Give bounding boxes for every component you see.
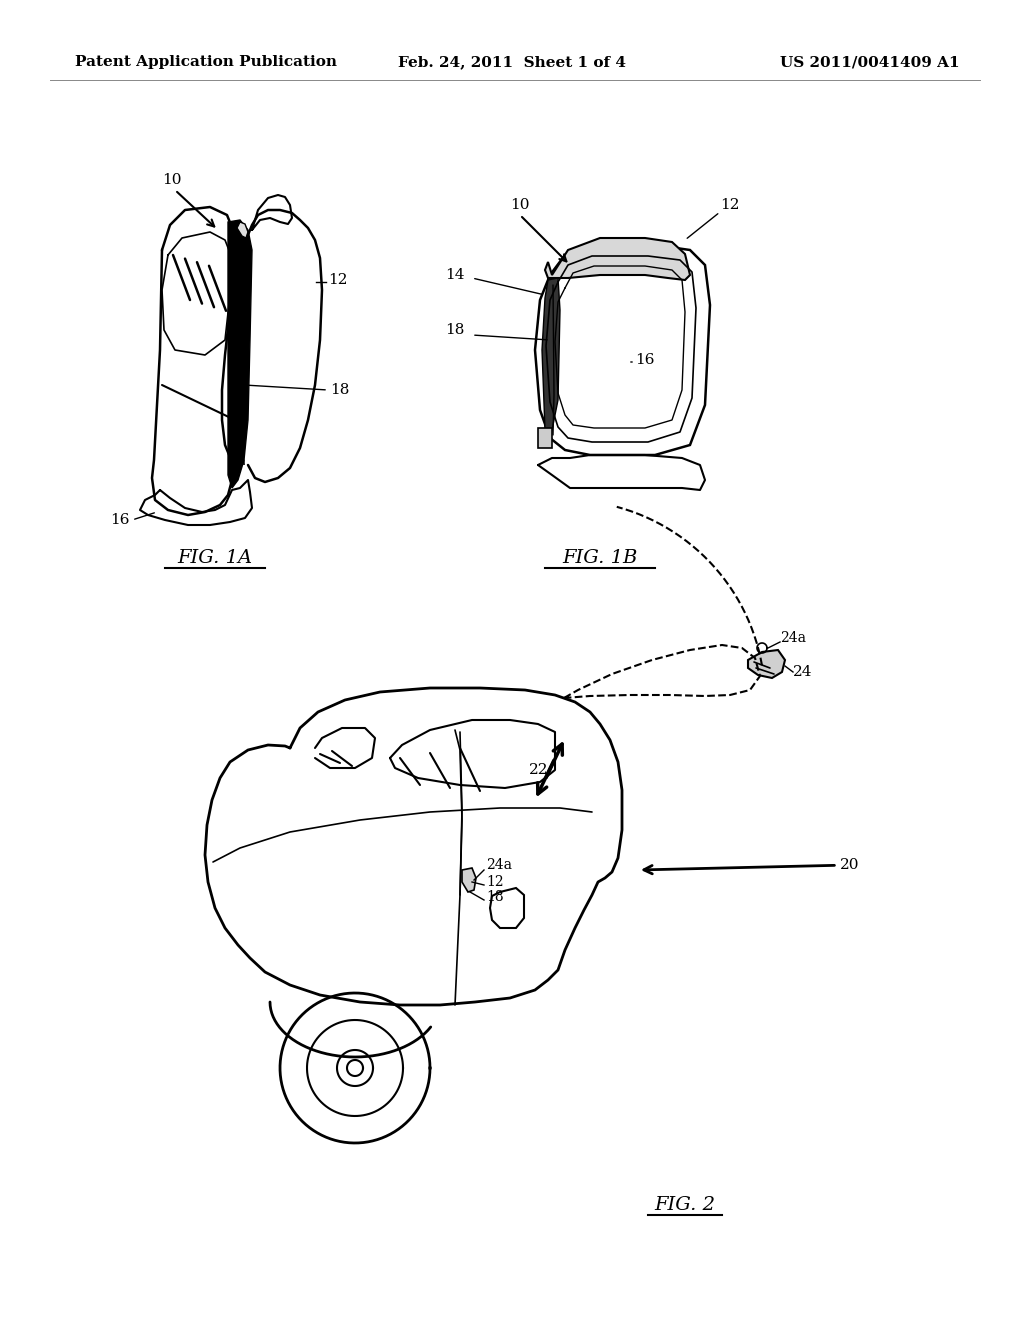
- Text: 16: 16: [635, 352, 654, 367]
- Text: Feb. 24, 2011  Sheet 1 of 4: Feb. 24, 2011 Sheet 1 of 4: [398, 55, 626, 69]
- Polygon shape: [228, 220, 252, 488]
- Text: 16: 16: [111, 513, 130, 527]
- Text: 10: 10: [510, 198, 529, 213]
- Polygon shape: [237, 222, 248, 238]
- Text: FIG. 2: FIG. 2: [654, 1196, 716, 1214]
- Text: 12: 12: [486, 875, 504, 888]
- Polygon shape: [542, 279, 560, 440]
- Text: Patent Application Publication: Patent Application Publication: [75, 55, 337, 69]
- Text: 24a: 24a: [486, 858, 512, 873]
- Polygon shape: [535, 246, 710, 455]
- Polygon shape: [545, 238, 690, 280]
- Text: 18: 18: [330, 383, 349, 397]
- Text: 18: 18: [445, 323, 464, 337]
- Text: 14: 14: [445, 268, 465, 282]
- Text: FIG. 1B: FIG. 1B: [562, 549, 638, 568]
- Text: 24: 24: [793, 665, 812, 678]
- Text: 24a: 24a: [780, 631, 806, 645]
- Polygon shape: [462, 869, 476, 892]
- Polygon shape: [538, 428, 552, 447]
- Text: 18: 18: [486, 890, 504, 904]
- Text: 12: 12: [328, 273, 347, 286]
- Text: 22: 22: [528, 763, 548, 777]
- Polygon shape: [490, 888, 524, 928]
- Text: 12: 12: [720, 198, 739, 213]
- Text: US 2011/0041409 A1: US 2011/0041409 A1: [780, 55, 961, 69]
- Text: FIG. 1A: FIG. 1A: [177, 549, 253, 568]
- Text: 20: 20: [644, 858, 859, 874]
- Text: 10: 10: [162, 173, 181, 187]
- Polygon shape: [748, 649, 785, 678]
